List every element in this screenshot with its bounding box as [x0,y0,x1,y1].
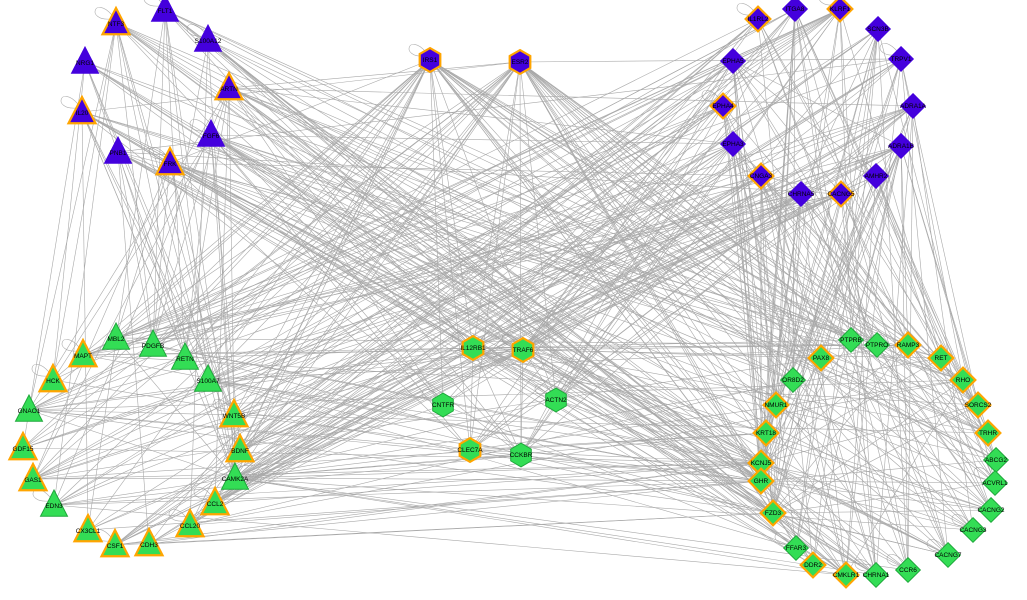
svg-text:CACNG3: CACNG3 [959,527,986,534]
svg-text:IL20: IL20 [76,110,89,117]
svg-text:CLEC7A: CLEC7A [457,447,483,454]
svg-text:CHRNA1: CHRNA1 [863,572,890,579]
svg-text:KRT18: KRT18 [756,430,776,437]
svg-text:RETN: RETN [176,356,194,363]
svg-text:FFAR3: FFAR3 [786,545,807,552]
svg-text:AMHR2: AMHR2 [865,173,888,180]
svg-text:GDF15: GDF15 [13,446,34,453]
svg-text:ADRA1B: ADRA1B [888,143,914,150]
svg-text:GAS1: GAS1 [24,477,42,484]
svg-text:IL1RL2: IL1RL2 [748,16,769,23]
svg-text:CACNG5: CACNG5 [827,191,854,198]
svg-text:IL12RB1: IL12RB1 [460,345,486,352]
svg-text:S100A12: S100A12 [195,38,222,45]
svg-text:MBL2: MBL2 [108,336,125,343]
svg-text:KCNJ5: KCNJ5 [751,460,772,467]
svg-text:CCR6: CCR6 [899,567,917,574]
svg-text:RAMP3: RAMP3 [897,342,920,349]
svg-text:CCL2: CCL2 [207,501,224,508]
svg-text:OR8D2: OR8D2 [782,377,804,384]
svg-text:CNGA3: CNGA3 [750,173,773,180]
svg-text:MAPT: MAPT [74,353,92,360]
svg-text:NRG1: NRG1 [76,60,94,67]
svg-text:TRAF6: TRAF6 [513,347,534,354]
svg-text:PAX8: PAX8 [813,355,830,362]
svg-text:ACTN2: ACTN2 [545,397,567,404]
svg-text:CNTFR: CNTFR [432,402,454,409]
svg-text:FLT1: FLT1 [158,8,173,15]
svg-text:CCKBR: CCKBR [510,452,533,459]
svg-text:GHR: GHR [754,478,769,485]
svg-text:PNB1: PNB1 [110,150,127,157]
svg-text:CACNG2: CACNG2 [977,507,1004,514]
svg-text:S100A7: S100A7 [196,378,220,385]
svg-text:GNAO1: GNAO1 [18,408,41,415]
svg-text:CACNG7: CACNG7 [934,552,961,559]
svg-text:FZD3: FZD3 [765,510,782,517]
svg-text:PTPRB: PTPRB [840,337,862,344]
svg-text:CDH3: CDH3 [140,542,158,549]
svg-text:KLRF1: KLRF1 [830,6,851,13]
svg-text:IRS1: IRS1 [423,57,438,64]
svg-text:SCN3B: SCN3B [867,26,889,33]
svg-text:EPHA5: EPHA5 [722,58,744,65]
svg-text:HCK: HCK [46,378,60,385]
svg-text:DDR2: DDR2 [804,562,822,569]
svg-text:ADRA1A: ADRA1A [900,103,927,110]
svg-text:FGF6: FGF6 [203,133,220,140]
svg-text:RHO: RHO [956,377,970,384]
svg-text:PDGFB: PDGFB [142,343,164,350]
svg-text:CX3CL1: CX3CL1 [76,528,101,535]
svg-text:CCL20: CCL20 [180,523,201,530]
svg-text:WNT5B: WNT5B [223,413,246,420]
svg-text:CHRNA5: CHRNA5 [788,191,815,198]
svg-text:SORCS2: SORCS2 [965,402,992,409]
svg-text:EPHA4: EPHA4 [712,103,734,110]
svg-text:CMKLR1: CMKLR1 [833,572,860,579]
svg-text:CAMK2A: CAMK2A [222,476,249,483]
svg-text:ABCG2: ABCG2 [985,457,1007,464]
svg-text:TRHR: TRHR [979,430,997,437]
svg-text:NTF3: NTF3 [108,21,125,28]
svg-text:ESR2: ESR2 [512,59,529,66]
svg-text:RET: RET [935,355,948,362]
svg-text:ARTN: ARTN [220,86,238,93]
svg-text:EPHA3: EPHA3 [722,141,744,148]
svg-text:EDN3: EDN3 [45,503,63,510]
svg-text:FRK: FRK [164,161,178,168]
svg-text:ITGA8: ITGA8 [786,6,805,13]
svg-text:TRPV1: TRPV1 [891,56,912,63]
svg-text:PTPRO: PTPRO [866,342,888,349]
svg-text:NMUR1: NMUR1 [764,402,787,409]
svg-text:BDNF: BDNF [231,448,249,455]
svg-text:CSF1: CSF1 [107,543,124,550]
svg-text:ACVRL1: ACVRL1 [982,480,1008,487]
